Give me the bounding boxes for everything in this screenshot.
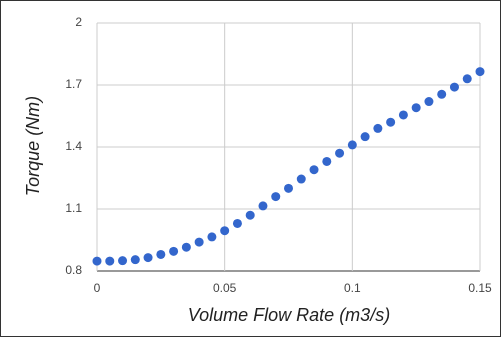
point	[284, 183, 293, 193]
point	[322, 156, 332, 166]
point	[169, 246, 179, 256]
point	[156, 249, 166, 259]
point	[411, 103, 421, 113]
point	[92, 256, 102, 266]
point	[118, 256, 128, 266]
y-tick-label: 0.8	[65, 263, 82, 277]
point	[271, 192, 281, 202]
point	[296, 174, 306, 184]
x-tick-label: 0	[94, 281, 101, 295]
point	[437, 89, 447, 99]
point	[462, 74, 472, 84]
point	[194, 237, 204, 247]
point	[207, 232, 217, 242]
y-tick-label: 2	[75, 15, 82, 29]
x-tick-label: 0.15	[468, 281, 492, 295]
x-tick-label: 0.1	[344, 281, 361, 295]
point	[347, 140, 357, 150]
point	[105, 256, 115, 266]
y-tick-label: 1.4	[65, 139, 82, 153]
point	[245, 210, 255, 220]
point	[130, 255, 140, 265]
y-axis-title: Torque (Nm)	[23, 96, 43, 196]
point	[475, 67, 485, 77]
point	[449, 82, 459, 92]
point	[232, 218, 242, 228]
point	[258, 201, 268, 211]
point	[373, 123, 383, 133]
point	[335, 148, 345, 158]
point	[386, 117, 396, 127]
x-axis-title: Volume Flow Rate (m3/s)	[188, 305, 390, 325]
point	[181, 242, 191, 252]
point	[143, 253, 153, 263]
point	[309, 165, 319, 175]
y-tick-label: 1.1	[65, 201, 82, 215]
point	[398, 110, 408, 120]
point	[360, 132, 370, 142]
x-tick-label: 0.05	[213, 281, 237, 295]
point	[220, 226, 230, 236]
point	[424, 97, 434, 107]
y-tick-label: 1.7	[65, 77, 82, 91]
